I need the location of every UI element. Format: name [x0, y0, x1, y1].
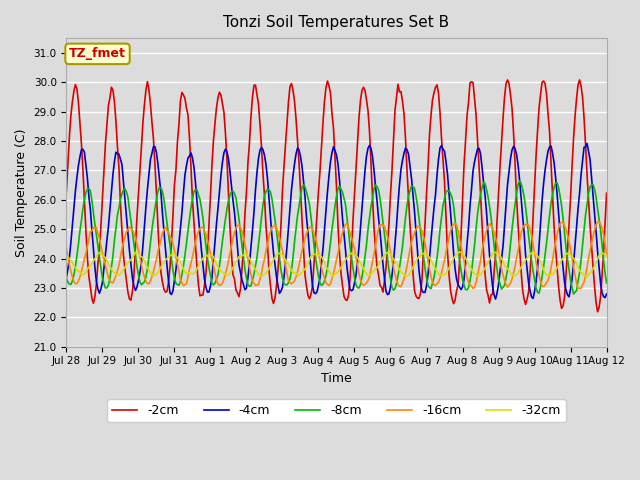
- -4cm: [603, 291, 611, 297]
- -32cm: [388, 253, 396, 259]
- Text: TZ_fmet: TZ_fmet: [69, 48, 126, 60]
- -32cm: [456, 249, 463, 255]
- Y-axis label: Soil Temperature (C): Soil Temperature (C): [15, 128, 28, 257]
- -4cm: [583, 141, 591, 146]
- -4cm: [63, 274, 70, 280]
- -16cm: [388, 256, 396, 262]
- -8cm: [388, 285, 396, 290]
- -16cm: [400, 276, 408, 281]
- Line: -4cm: -4cm: [67, 144, 607, 299]
- -32cm: [77, 271, 85, 277]
- -2cm: [603, 191, 611, 196]
- -2cm: [576, 77, 584, 83]
- X-axis label: Time: Time: [321, 372, 352, 385]
- Line: -32cm: -32cm: [67, 252, 607, 277]
- -2cm: [163, 288, 171, 294]
- -16cm: [370, 251, 378, 256]
- -4cm: [388, 273, 396, 278]
- -8cm: [570, 291, 577, 297]
- -4cm: [77, 147, 85, 153]
- -2cm: [537, 92, 545, 97]
- -8cm: [370, 186, 378, 192]
- -4cm: [492, 296, 499, 302]
- -8cm: [400, 229, 408, 235]
- -4cm: [400, 150, 408, 156]
- -16cm: [163, 228, 171, 233]
- -16cm: [469, 286, 477, 291]
- -32cm: [603, 253, 611, 259]
- -2cm: [370, 225, 378, 230]
- -8cm: [163, 219, 171, 225]
- -2cm: [594, 309, 602, 315]
- -32cm: [370, 268, 378, 274]
- -32cm: [400, 272, 408, 277]
- -4cm: [163, 262, 171, 268]
- -8cm: [516, 178, 524, 184]
- -2cm: [63, 189, 70, 194]
- Legend: -2cm, -4cm, -8cm, -16cm, -32cm: -2cm, -4cm, -8cm, -16cm, -32cm: [108, 399, 566, 422]
- -32cm: [63, 252, 70, 258]
- -2cm: [77, 141, 85, 146]
- -8cm: [603, 280, 611, 286]
- -2cm: [400, 111, 408, 117]
- -2cm: [388, 167, 396, 173]
- -4cm: [538, 198, 546, 204]
- -8cm: [63, 275, 70, 281]
- Line: -16cm: -16cm: [67, 221, 607, 288]
- -32cm: [163, 256, 171, 262]
- Line: -2cm: -2cm: [67, 80, 607, 312]
- -4cm: [370, 167, 378, 173]
- -16cm: [63, 246, 70, 252]
- -8cm: [538, 274, 546, 279]
- -16cm: [77, 268, 85, 274]
- Line: -8cm: -8cm: [67, 181, 607, 294]
- -16cm: [595, 218, 603, 224]
- -16cm: [538, 283, 546, 289]
- Title: Tonzi Soil Temperatures Set B: Tonzi Soil Temperatures Set B: [223, 15, 449, 30]
- -16cm: [603, 251, 611, 256]
- -32cm: [538, 263, 546, 268]
- -32cm: [583, 274, 591, 280]
- -8cm: [77, 218, 85, 224]
